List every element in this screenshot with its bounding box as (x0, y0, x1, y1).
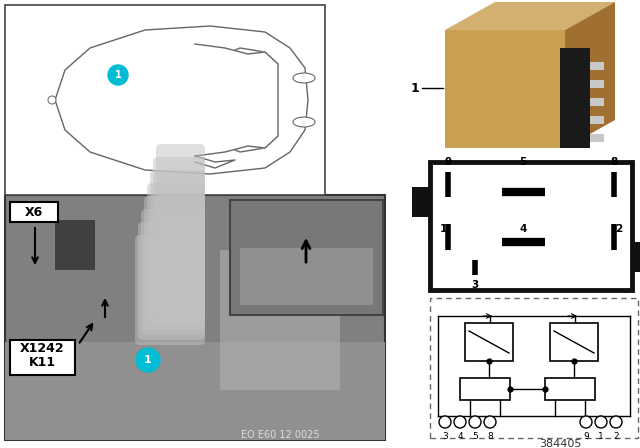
Bar (632, 242, 640, 272)
Bar (240, 247, 373, 305)
Bar (10, 202, 58, 222)
Text: 5: 5 (520, 157, 527, 167)
Text: 4: 4 (457, 431, 463, 440)
Text: 3: 3 (442, 431, 448, 440)
Polygon shape (195, 44, 278, 156)
Bar (5, 195, 385, 440)
Ellipse shape (293, 117, 315, 127)
Text: 9: 9 (583, 431, 589, 440)
Text: 1: 1 (411, 82, 419, 95)
Bar (590, 116, 604, 124)
Bar (10, 340, 75, 375)
Polygon shape (565, 2, 615, 148)
Text: 384405: 384405 (539, 439, 581, 448)
FancyBboxPatch shape (144, 196, 205, 330)
Bar (55, 220, 95, 270)
Text: 9: 9 (444, 157, 452, 167)
Text: 8: 8 (611, 157, 618, 167)
Text: 3: 3 (472, 280, 479, 290)
Circle shape (439, 416, 451, 428)
Circle shape (469, 416, 481, 428)
Bar (545, 378, 595, 400)
Text: 1: 1 (440, 224, 447, 234)
Bar (465, 323, 513, 361)
Bar (590, 134, 604, 142)
Bar (460, 378, 510, 400)
Bar (560, 48, 590, 148)
Circle shape (580, 416, 592, 428)
FancyBboxPatch shape (156, 144, 205, 310)
Text: 1: 1 (144, 355, 152, 365)
Bar (590, 62, 604, 70)
Text: X1242: X1242 (20, 342, 64, 355)
Bar (550, 323, 598, 361)
Bar (220, 250, 340, 390)
FancyBboxPatch shape (141, 209, 205, 335)
Bar (590, 80, 604, 88)
Bar (230, 200, 383, 315)
Circle shape (108, 65, 128, 85)
Text: 2: 2 (613, 431, 619, 440)
Ellipse shape (293, 73, 315, 83)
Text: 5: 5 (472, 431, 478, 440)
Circle shape (48, 96, 56, 104)
Bar (5, 342, 385, 440)
Bar (430, 298, 638, 438)
Circle shape (454, 416, 466, 428)
Bar (412, 187, 430, 217)
Bar (590, 98, 604, 106)
Bar (5, 5, 325, 195)
Polygon shape (445, 2, 615, 30)
Text: 1: 1 (598, 431, 604, 440)
Text: 2: 2 (616, 224, 623, 234)
FancyBboxPatch shape (153, 157, 205, 315)
Bar (445, 30, 565, 148)
Bar (430, 162, 632, 290)
Circle shape (610, 416, 622, 428)
FancyBboxPatch shape (150, 170, 205, 320)
FancyBboxPatch shape (135, 235, 205, 345)
Text: EO E60 12 0025: EO E60 12 0025 (241, 430, 319, 440)
Text: 1: 1 (115, 70, 122, 80)
Circle shape (484, 416, 496, 428)
Text: X6: X6 (25, 206, 43, 219)
Text: 8: 8 (487, 431, 493, 440)
FancyBboxPatch shape (147, 183, 205, 325)
Circle shape (595, 416, 607, 428)
Text: 4: 4 (519, 224, 527, 234)
Text: K11: K11 (28, 356, 56, 369)
FancyBboxPatch shape (138, 222, 205, 340)
Circle shape (136, 348, 160, 372)
